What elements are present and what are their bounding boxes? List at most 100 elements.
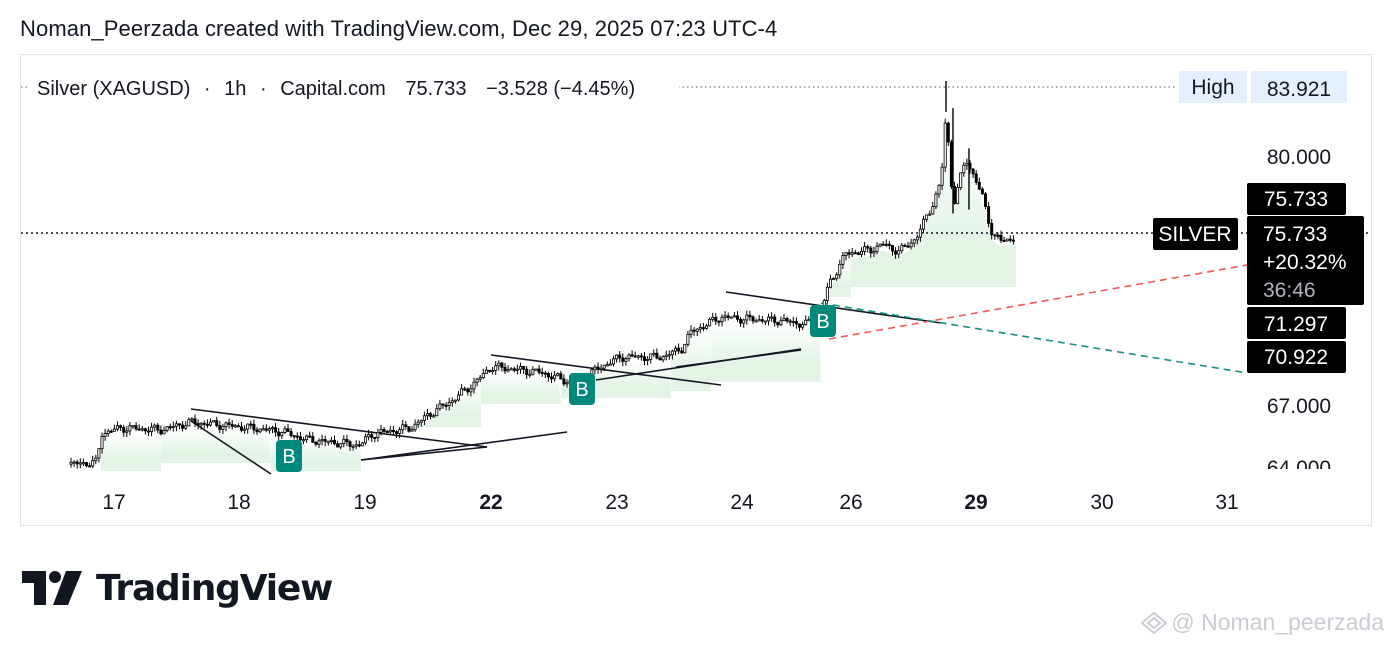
last-price-box-price: 75.733 [1263,223,1327,246]
buy-markers-layer: B B B [276,305,836,472]
candle-body-295 [984,193,988,207]
candle-body-70 [286,428,290,432]
candle-body-280 [937,184,941,195]
chart-header-attribution: Noman_Peerzada created with TradingView.… [20,16,778,41]
x-tick-22: 22 [479,491,502,514]
candle-body-207 [711,316,715,320]
candle-body-130 [472,381,476,390]
candle-body-301 [1002,239,1006,242]
candle-body-32 [168,426,172,429]
candle-body-234 [794,320,798,325]
chart-frame[interactable]: B B B Silver (XAGUSD) · 1h · Capital.com 7… [20,54,1372,526]
candle-body-71 [289,431,293,437]
candle-body-27 [153,424,157,428]
x-tick-17: 17 [102,491,125,514]
candle-body-266 [894,250,898,255]
y-tick-67: 67.000 [1267,395,1331,418]
red-line-end-label-bg [1247,307,1346,339]
trendline-2 [360,431,568,461]
candle-body-145 [518,366,522,370]
candle-body-54 [236,425,240,428]
teal-projection-line [820,302,1248,374]
candle-body-252 [850,252,854,255]
candle-body-26 [150,426,154,432]
candle-body-225 [767,316,771,322]
candle-body-19 [128,425,132,432]
candle-body-134 [484,369,488,374]
candle-body-209 [717,320,721,323]
candle-body-277 [928,213,932,216]
x-tick-24: 24 [730,491,754,514]
candle-body-17 [122,427,126,433]
candle-body-30 [162,429,166,435]
buy-marker-badge-0 [276,440,302,472]
candle-body-261 [878,243,882,247]
candle-body-53 [233,425,237,428]
candle-body-66 [274,427,278,433]
candle-body-44 [205,423,209,426]
candle-body-220 [751,316,755,322]
candle-body-283 [946,122,950,143]
candle-body-173 [605,364,609,367]
candle-body-126 [460,388,464,396]
candle-body-129 [469,388,473,393]
candle-body-141 [506,369,510,372]
candle-body-114 [422,415,426,421]
candle-body-157 [556,373,560,376]
candle-body-256 [863,246,867,252]
legend-background [29,71,679,101]
candle-body-152 [540,371,544,374]
candle-body-149 [531,369,535,375]
area-segment-7 [711,318,821,382]
candle-body-52 [230,424,234,427]
candle-body-108 [404,424,408,428]
candle-body-181 [630,354,634,357]
candle-body-264 [887,243,891,246]
legend-sep-2: · [260,78,267,100]
candle-body-39 [190,418,194,421]
candle-body-1 [72,461,76,464]
candle-body-272 [912,239,916,244]
candle-body-56 [243,428,247,431]
candle-body-61 [258,428,262,433]
candle-body-297 [990,222,994,236]
candle-body-89 [345,438,349,443]
candle-body-106 [398,429,402,434]
candle-body-245 [829,278,833,288]
candle-body-128 [466,388,470,393]
candle-body-291 [971,168,975,175]
candle-body-11 [103,433,107,437]
candle-body-292 [974,173,978,183]
candle-body-46 [212,420,216,423]
candle-body-79 [314,441,318,445]
candle-body-214 [732,315,736,318]
buy-marker-badge-1 [569,373,595,405]
candle-body-190 [658,357,662,361]
candle-body-82 [323,438,327,442]
candle-body-43 [202,422,206,425]
candle-body-160 [565,382,569,385]
candle-body-77 [308,435,312,438]
candle-body-199 [686,333,690,345]
candle-body-286 [956,187,960,204]
candle-body-249 [841,255,845,265]
candle-body-33 [171,425,175,428]
candle-body-22 [137,428,141,431]
candle-body-158 [559,373,563,380]
candle-body-103 [388,429,392,433]
candle-body-250 [844,252,848,257]
buy-marker-label-0: B [282,446,295,468]
price-chart[interactable]: B B B Silver (XAGUSD) · 1h · Capital.com 7… [21,55,1371,525]
legend-sep-1: · [204,78,211,100]
candle-body-21 [134,425,138,430]
trendline-3 [490,354,722,386]
red-projection-line [828,264,1248,340]
candle-body-177 [618,354,622,359]
candle-body-132 [478,377,482,380]
candle-body-49 [221,426,225,430]
candle-body-186 [646,358,650,361]
candle-body-65 [270,427,274,430]
candle-body-116 [429,413,433,417]
candle-body-64 [267,428,271,431]
candle-body-41 [196,423,200,426]
